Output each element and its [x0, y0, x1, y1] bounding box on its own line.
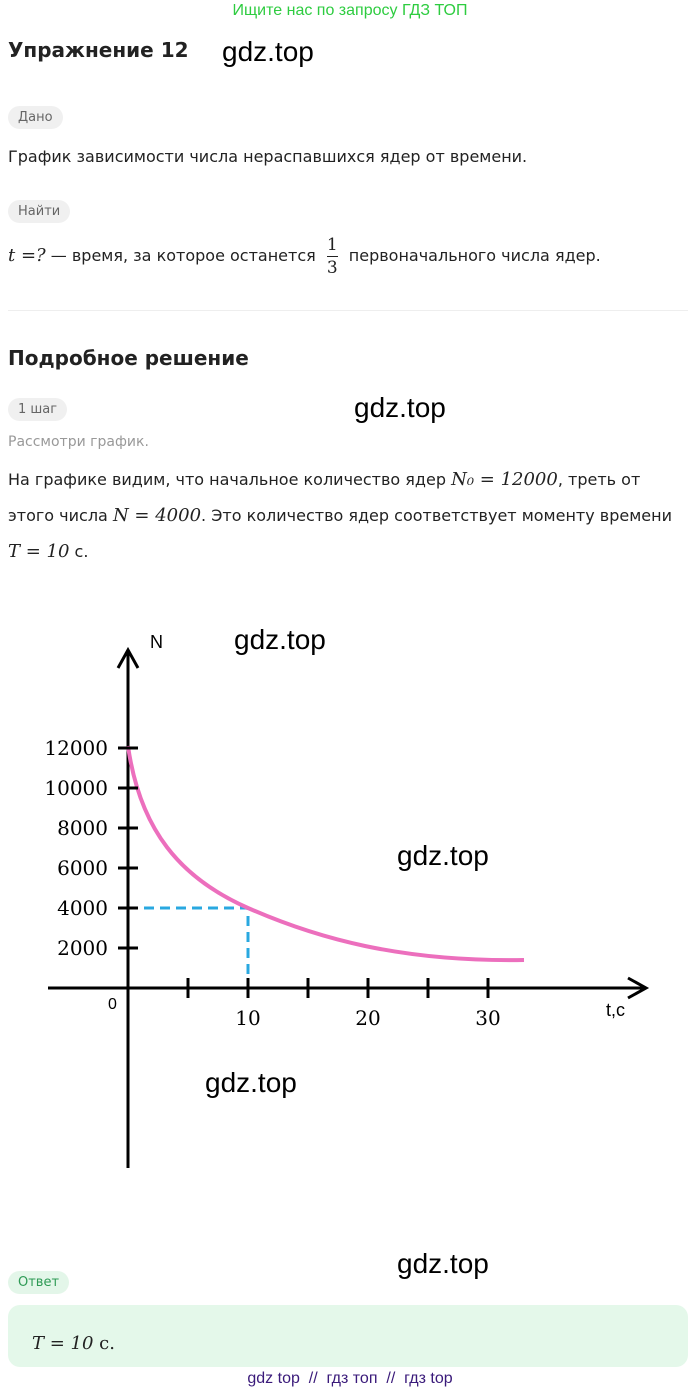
answer-box: T = 10 с.	[8, 1305, 688, 1367]
paragraph: На графике видим, что начальное количест…	[8, 462, 688, 570]
text: На графике видим, что начальное количест…	[8, 470, 452, 489]
text: с.	[93, 1333, 115, 1354]
heading: Подробное решение	[8, 346, 249, 370]
y-tick-label: 12000	[44, 736, 108, 760]
hint: Рассмотри график.	[8, 434, 149, 450]
arrow	[116, 646, 140, 669]
decay-curve	[126, 745, 525, 963]
y-tick-label: 10000	[44, 776, 108, 800]
answer: T = 10 с.	[32, 1333, 115, 1354]
watermark: gdz.top	[205, 1067, 297, 1098]
y-tick-label: 8000	[57, 816, 108, 840]
figure: N t,c 0 2000 4000 6000 8000 10000 12000 10 20 30	[44, 632, 650, 1168]
x-tick-label: 20	[355, 1006, 380, 1030]
origin-label: 0	[108, 996, 117, 1013]
text: , треть от этого числа	[8, 470, 641, 525]
tag: Ответ	[8, 1271, 70, 1294]
text: с.	[69, 542, 89, 561]
banner[interactable]: Ищите нас по запросу ГДЗ ТОП	[232, 2, 468, 19]
x-label: t,c	[606, 1000, 625, 1020]
watermark: gdz.top	[234, 624, 326, 655]
watermark: gdz.top	[397, 840, 489, 871]
y-tick-label: 6000	[57, 856, 108, 880]
dashed-guide	[128, 906, 250, 988]
math: t =?	[8, 245, 46, 266]
tag: Найти	[8, 200, 71, 223]
arrow	[627, 976, 650, 1000]
math: T = 10	[32, 1333, 94, 1354]
watermark: gdz.top	[397, 1248, 489, 1279]
x-tick-label: 30	[475, 1006, 500, 1030]
tag: 1 шаг	[8, 398, 68, 421]
text: . Это количество ядер соответствует моме…	[201, 506, 673, 525]
y-tick-label: 2000	[57, 936, 108, 960]
title: Упражнение 12	[8, 38, 189, 62]
text: — время, за которое останется	[50, 246, 316, 265]
x-tick-label: 10	[235, 1006, 260, 1030]
math: T = 10	[8, 541, 70, 562]
numerator: 1	[326, 235, 338, 257]
divider	[8, 310, 688, 311]
footer[interactable]: gdz top // гдз топ // гдз top	[247, 1370, 453, 1387]
math: N₀ = 12000	[451, 469, 558, 490]
y-label: N	[150, 632, 163, 652]
text: первоначального числа ядер.	[348, 246, 601, 265]
tag: Дано	[8, 106, 63, 129]
denominator: 3	[326, 258, 338, 278]
watermark: gdz.top	[354, 392, 446, 423]
y-tick-label: 4000	[57, 896, 108, 920]
given-text: График зависимости числа нераспавшихся я…	[8, 147, 528, 166]
watermark: gdz.top	[222, 36, 314, 67]
math: N = 4000	[112, 505, 202, 526]
